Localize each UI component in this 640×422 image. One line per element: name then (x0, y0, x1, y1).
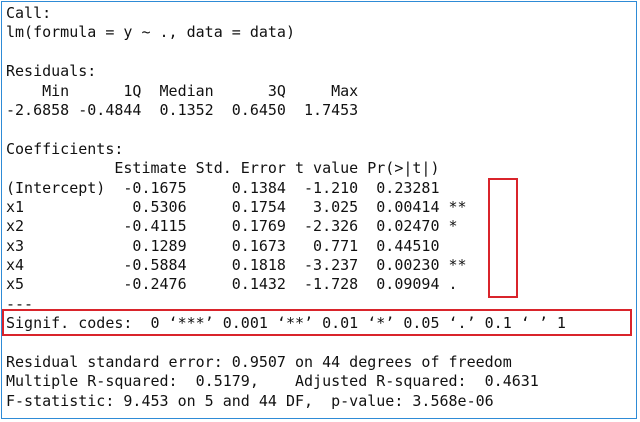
coefficients-columns: Estimate Std. Error t value Pr(>|t|) (6, 159, 467, 178)
blank-line (6, 43, 566, 62)
blank-line (6, 120, 566, 139)
residuals-values: -2.6858 -0.4844 0.1352 0.6450 1.7453 (6, 100, 368, 119)
coefficients-header: Coefficients: (6, 139, 124, 158)
call-header: Call: (6, 4, 52, 22)
r-console-output: Call: lm(formula = y ~ ., data = data) Res… (6, 4, 566, 411)
call-formula: lm(formula = y ~ ., data = data) (6, 23, 295, 42)
residuals-header: Residuals: (6, 62, 97, 81)
significance-stars-highlight (488, 178, 518, 298)
coefficient-row-x5: x5 -0.2476 0.1432 -1.728 0.09094 . (6, 275, 467, 294)
separator-line: --- (6, 294, 34, 313)
signif-codes-highlight (2, 309, 632, 336)
coefficient-row-x4: x4 -0.5884 0.1818 -3.237 0.00230 ** (6, 256, 467, 275)
r-squared-line: Multiple R-squared: 0.5179, Adjusted R-s… (6, 372, 548, 391)
residual-std-error-line: Residual standard error: 0.9507 on 44 de… (6, 353, 512, 372)
residuals-columns: Min 1Q Median 3Q Max (6, 81, 368, 100)
signif-codes-line: Signif. codes: 0 ‘***’ 0.001 ‘**’ 0.01 ‘… (6, 314, 566, 333)
f-statistic-line: F-statistic: 9.453 on 5 and 44 DF, p-val… (6, 391, 494, 410)
coefficient-row-x2: x2 -0.4115 0.1769 -2.326 0.02470 * (6, 217, 467, 236)
coefficient-row-x3: x3 0.1289 0.1673 0.771 0.44510 (6, 236, 467, 255)
coefficient-row-x1: x1 0.5306 0.1754 3.025 0.00414 ** (6, 197, 467, 216)
blank-line (6, 334, 566, 353)
coefficient-row-intercept: (Intercept) -0.1675 0.1384 -1.210 0.2328… (6, 178, 467, 197)
